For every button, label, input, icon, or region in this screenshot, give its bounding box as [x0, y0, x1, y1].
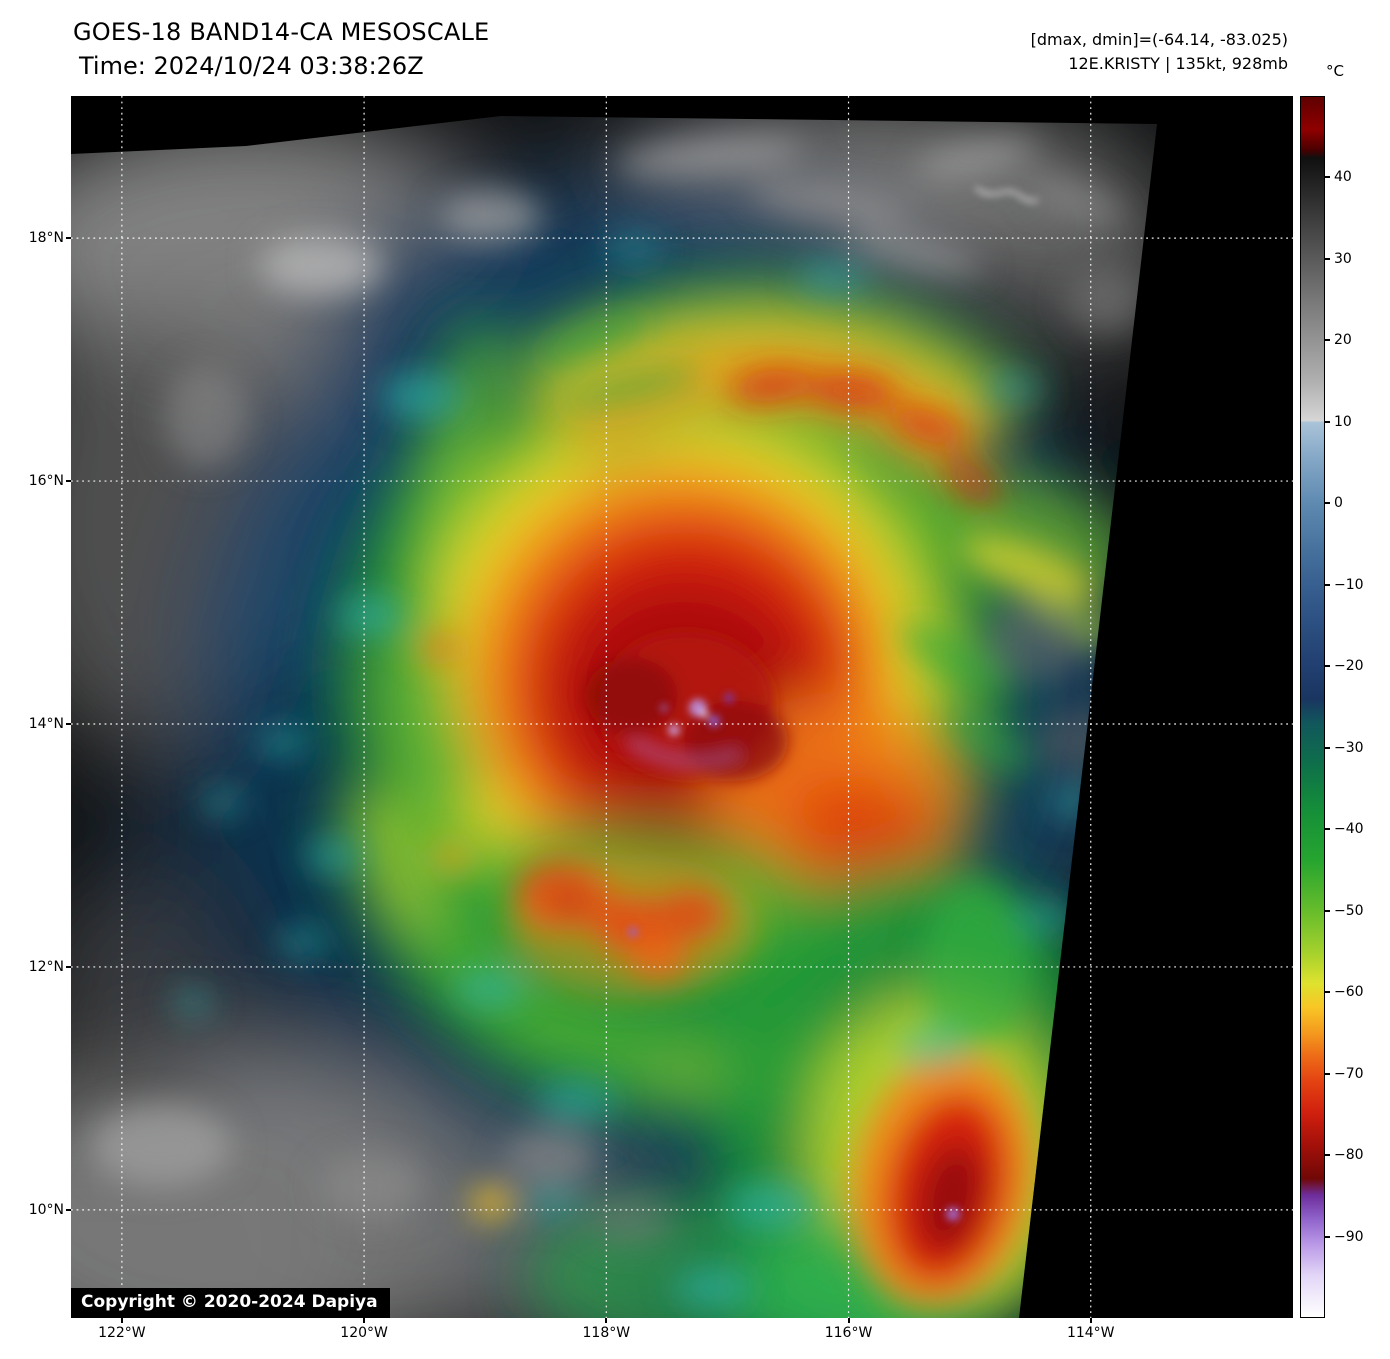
contour-line — [975, 187, 1039, 202]
temp-minmax-readout: [dmax, dmin]=(-64.14, -83.025) — [1030, 30, 1288, 49]
colorbar-tick-label: 10 — [1334, 413, 1352, 430]
colorbar-tick-mark — [1325, 746, 1330, 749]
colorbar-tick-mark — [1325, 502, 1330, 505]
colorbar-tick-mark — [1325, 828, 1330, 831]
colorbar-gradient — [1301, 97, 1324, 1317]
layer-overshooting-tops — [628, 187, 1039, 1221]
gridlines — [71, 96, 1293, 1318]
lon-tick-mark — [605, 1318, 608, 1323]
colorbar-tick-mark — [1325, 909, 1330, 912]
colorbar — [1300, 96, 1325, 1318]
lon-tick-label: 120°W — [340, 1325, 388, 1341]
page-title: GOES-18 BAND14-CA MESOSCALE — [73, 18, 490, 46]
colorbar-tick-mark — [1325, 257, 1330, 260]
copyright-badge: Copyright © 2020-2024 Dapiya — [71, 1288, 390, 1318]
lon-tick-mark — [1089, 1318, 1092, 1323]
lon-tick-label: 122°W — [98, 1325, 146, 1341]
lat-tick-label: 12°N — [28, 958, 64, 975]
colorbar-tick-mark — [1325, 665, 1330, 668]
lat-tick-label: 14°N — [28, 716, 64, 732]
colorbar-tick-label: 20 — [1334, 332, 1352, 349]
colorbar-tick-label: −90 — [1334, 1228, 1364, 1245]
colorbar-tick-mark — [1325, 1154, 1330, 1157]
colorbar-tick-label: −50 — [1334, 902, 1364, 919]
header-readouts: [dmax, dmin]=(-64.14, -83.025) 12E.KRIST… — [1031, 28, 1288, 76]
lat-tick-mark — [66, 480, 71, 483]
lat-tick-label: 18°N — [28, 230, 64, 247]
colorbar-tick-mark — [1325, 339, 1330, 342]
colorbar-tick-mark — [1325, 420, 1330, 423]
image-timestamp: Time: 2024/10/24 03:38:26Z — [79, 52, 424, 80]
colorbar-tick-label: 0 — [1334, 495, 1343, 512]
colorbar-tick-label: 40 — [1334, 169, 1352, 186]
lat-tick-mark — [66, 965, 71, 968]
colorbar-tick-mark — [1325, 991, 1330, 994]
lat-tick-label: 10°N — [28, 1201, 64, 1218]
lon-tick-label: 116°W — [824, 1325, 873, 1341]
colorbar-tick-mark — [1325, 1072, 1330, 1075]
colorbar-tick-label: −10 — [1334, 576, 1364, 593]
colorbar-unit-label: °C — [1326, 62, 1344, 80]
satellite-imagery — [71, 96, 1293, 1318]
colorbar-tick-mark — [1325, 583, 1330, 586]
lon-tick-mark — [120, 1318, 123, 1323]
lon-tick-label: 118°W — [582, 1325, 631, 1341]
colorbar-tick-label: −20 — [1334, 658, 1364, 675]
colorbar-tick-mark — [1325, 176, 1330, 179]
lat-tick-mark — [66, 1208, 71, 1211]
lat-tick-label: 16°N — [28, 473, 64, 490]
colorbar-tick-label: −30 — [1334, 739, 1364, 756]
swath-imagery — [71, 116, 1157, 1318]
lon-tick-label: 114°W — [1066, 1325, 1115, 1341]
lon-tick-mark — [847, 1318, 850, 1323]
lon-tick-mark — [363, 1318, 366, 1323]
colorbar-tick-label: −40 — [1334, 821, 1364, 838]
colorbar-tick-label: −70 — [1334, 1065, 1364, 1082]
satellite-map: Copyright © 2020-2024 Dapiya — [71, 96, 1293, 1318]
lat-tick-mark — [66, 723, 71, 725]
colorbar-tick-label: 30 — [1334, 250, 1352, 267]
colorbar-tick-mark — [1325, 1235, 1330, 1238]
colorbar-tick-label: −80 — [1334, 1147, 1364, 1164]
colorbar-tick-label: −60 — [1334, 984, 1364, 1001]
storm-intensity-readout: 12E.KRISTY | 135kt, 928mb — [1068, 54, 1288, 73]
layer-band-details — [89, 136, 1146, 1308]
lat-tick-mark — [66, 237, 71, 240]
